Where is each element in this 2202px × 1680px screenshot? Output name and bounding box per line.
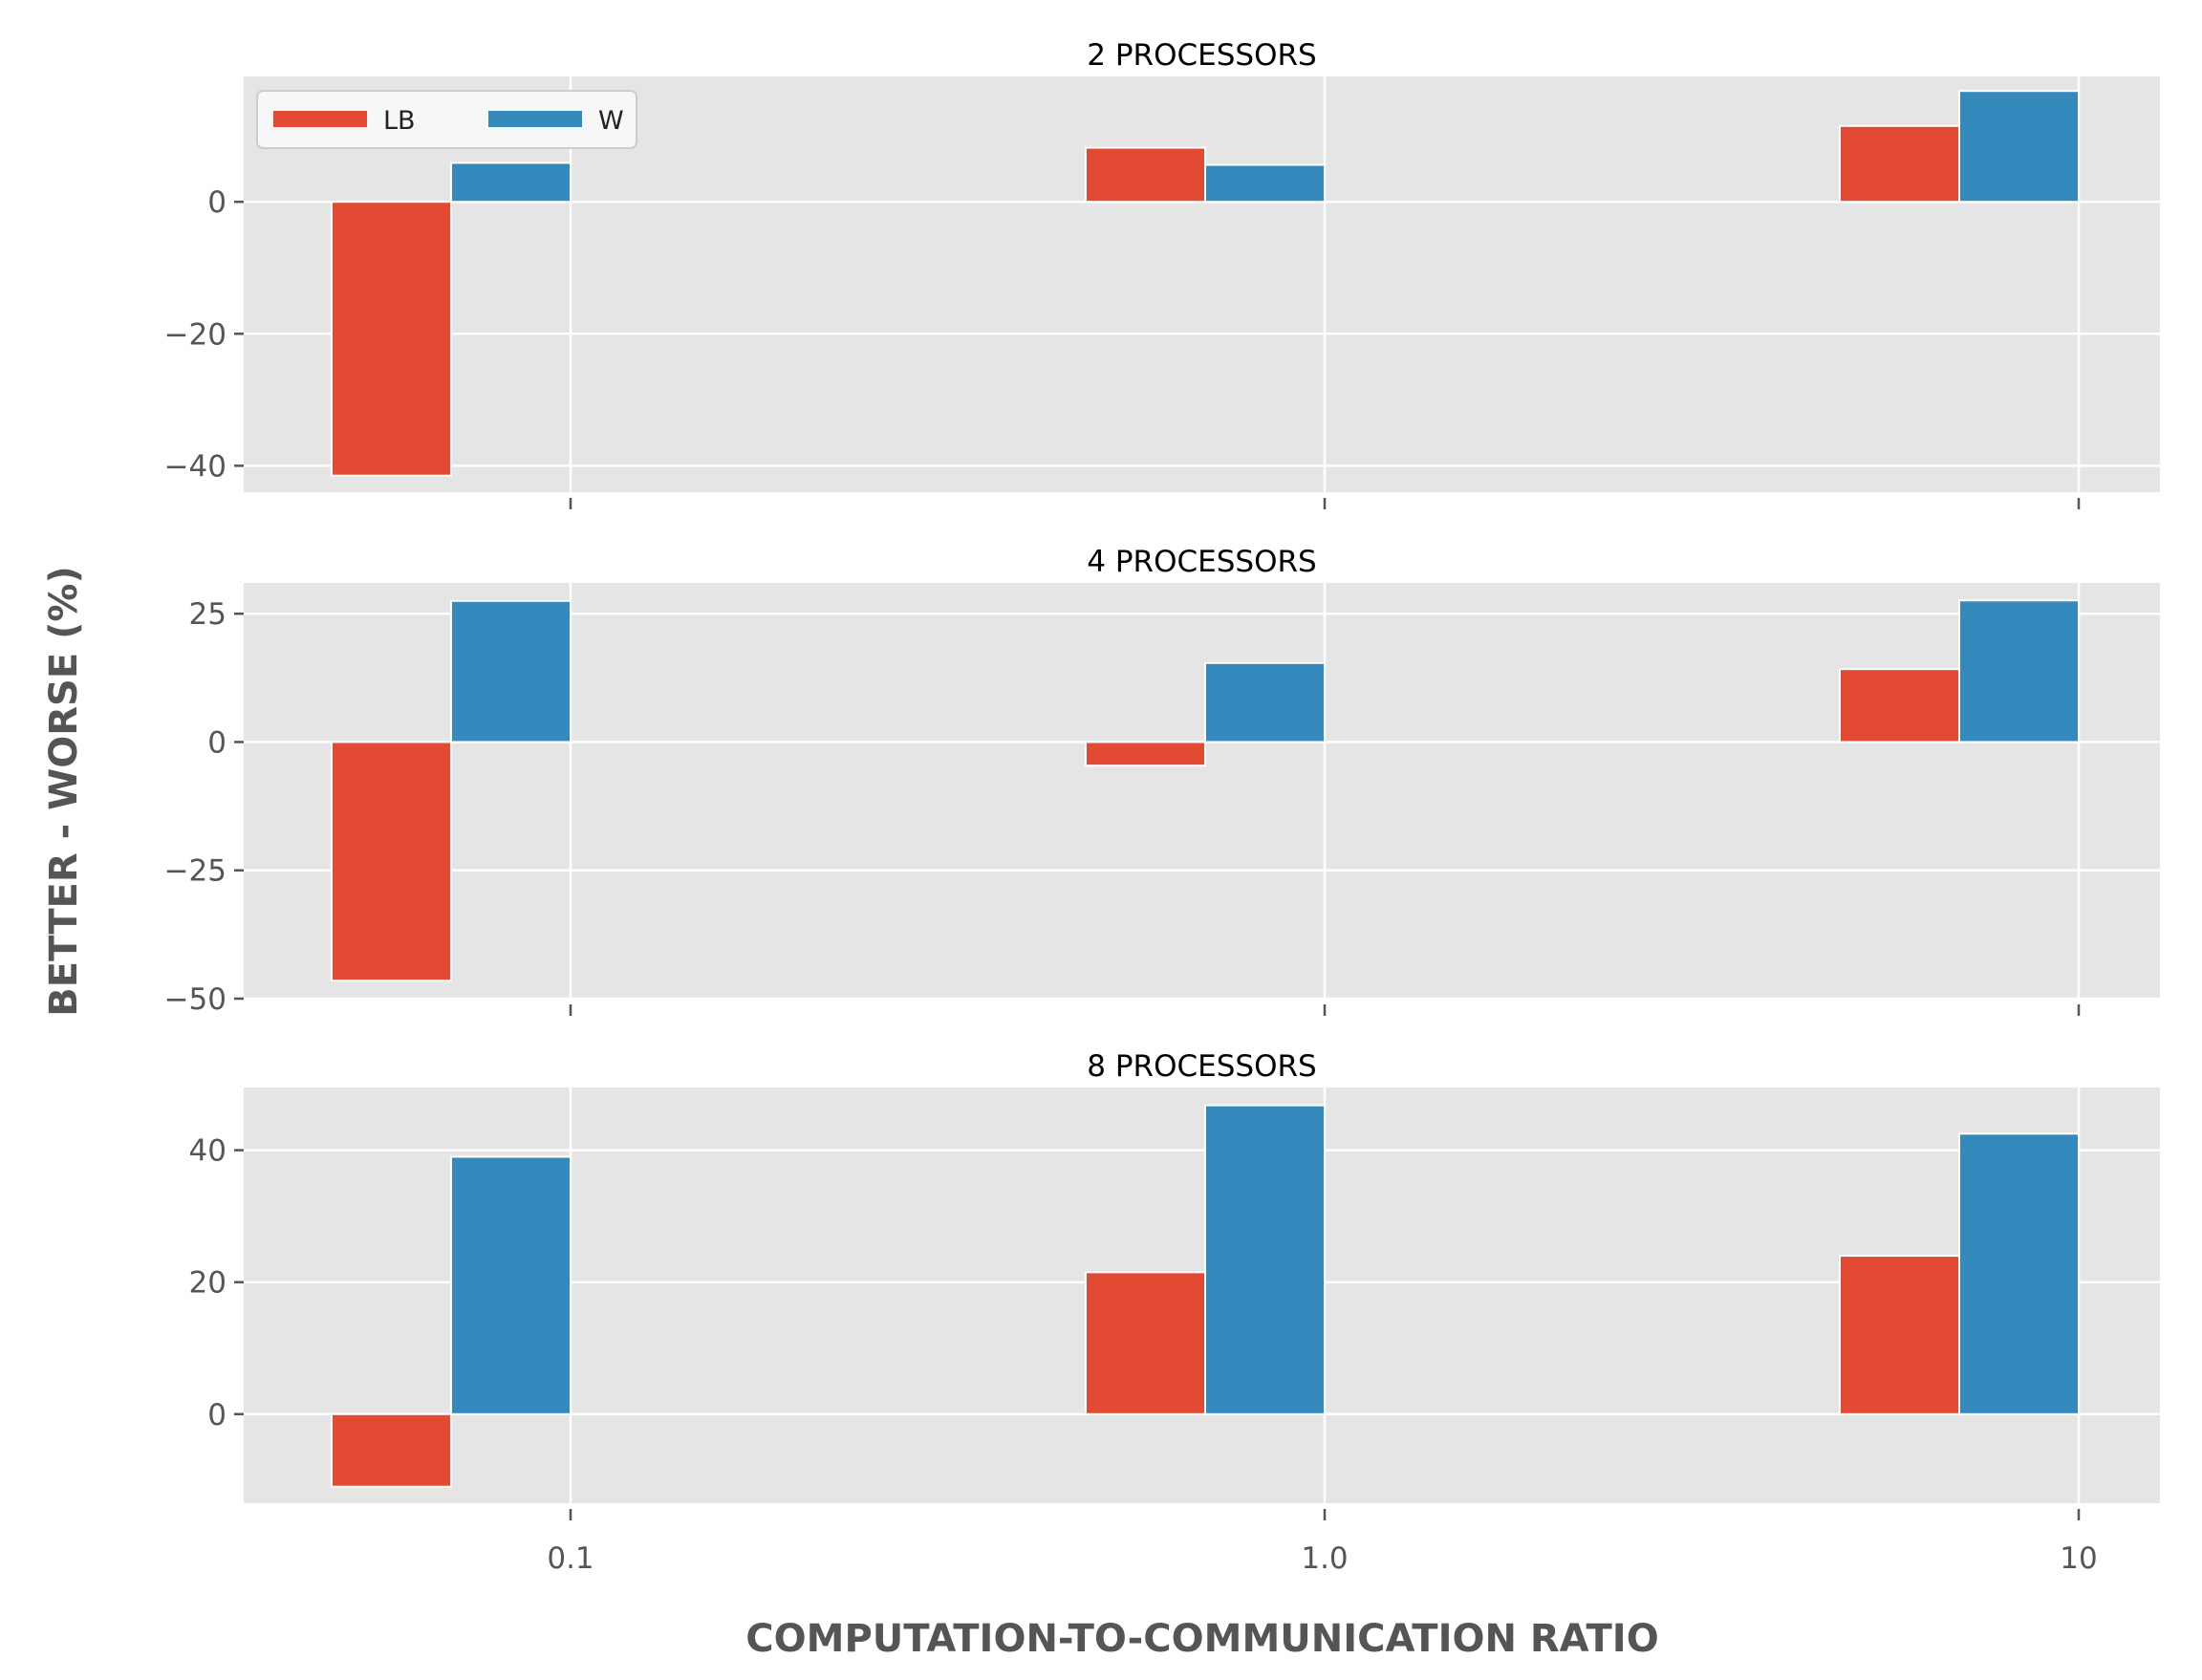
y-tick-label: 20 <box>189 1266 227 1301</box>
bar-lb-10 <box>1839 668 1960 743</box>
bar-w-0.1 <box>450 162 572 204</box>
y-tick-label: 25 <box>189 597 227 632</box>
legend-swatch-lb <box>273 111 367 127</box>
panel-2: −50 −25 0 25 4 PROCESSORS <box>164 545 2160 1017</box>
y-tick-label: −50 <box>164 982 227 1017</box>
x-tick-label: 0.1 <box>547 1541 594 1576</box>
bar-w-1.0 <box>1204 1104 1326 1415</box>
legend-label-lb: LB <box>383 106 416 136</box>
bar-lb-1.0 <box>1085 146 1206 204</box>
panel-title: 4 PROCESSORS <box>1087 545 1316 579</box>
y-tick-label: −40 <box>164 449 227 484</box>
y-tick-label: −25 <box>164 854 227 889</box>
bar-lb-10 <box>1839 1255 1960 1415</box>
bar-lb-10 <box>1839 124 1960 204</box>
bar-lb-0.1 <box>331 741 452 982</box>
y-tick-label: −20 <box>164 317 227 352</box>
x-tick-label: 10 <box>2060 1541 2097 1576</box>
panel-3: 0 20 40 8 PROCESSORS 0.1 1.0 10 <box>189 1049 2160 1576</box>
legend-label-w: W <box>598 106 624 136</box>
panel-title: 8 PROCESSORS <box>1087 1049 1316 1084</box>
x-axis-title: COMPUTATION-TO-COMMUNICATION RATIO <box>745 1617 1658 1661</box>
bar-w-10 <box>1958 90 2080 204</box>
legend: LB W <box>256 90 637 149</box>
bar-lb-1.0 <box>1085 1271 1206 1415</box>
bar-lb-0.1 <box>331 201 452 477</box>
panels-group: −40 −20 0 2 PROCESSORS LB W −50 −25 0 25 4 PROCESS… <box>164 38 2160 1576</box>
bar-w-0.1 <box>450 1155 572 1415</box>
y-axis-title: BETTER - WORSE (%) <box>42 566 86 1017</box>
bar-lb-0.1 <box>331 1412 452 1488</box>
y-tick-label: 0 <box>207 725 227 760</box>
y-tick-label: 0 <box>207 1398 227 1432</box>
panel-1: −40 −20 0 2 PROCESSORS LB W <box>164 38 2160 509</box>
legend-box <box>256 90 637 149</box>
y-tick-label: 0 <box>207 185 227 220</box>
bar-w-0.1 <box>450 599 572 743</box>
bar-w-10 <box>1958 1132 2080 1415</box>
panel-title: 2 PROCESSORS <box>1087 38 1316 73</box>
bar-w-1.0 <box>1204 163 1326 204</box>
x-tick-label: 1.0 <box>1301 1541 1348 1576</box>
bar-lb-1.0 <box>1085 741 1206 767</box>
legend-swatch-w <box>488 111 582 127</box>
bar-w-10 <box>1958 599 2080 743</box>
y-tick-label: 40 <box>189 1134 227 1169</box>
bar-w-1.0 <box>1204 661 1326 743</box>
